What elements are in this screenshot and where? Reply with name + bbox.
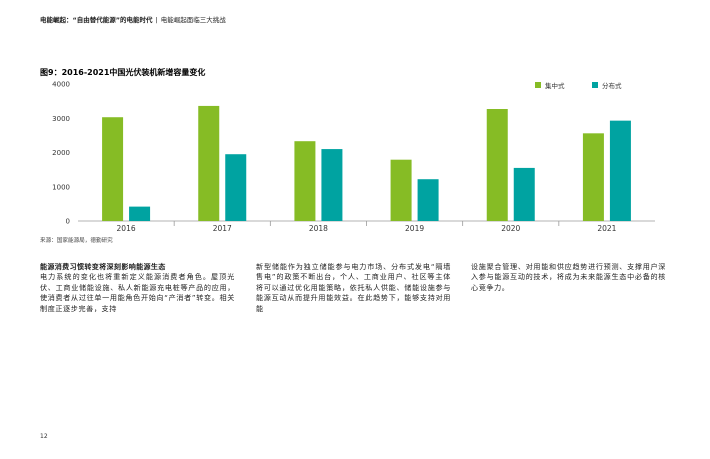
page-number: 12: [40, 433, 48, 440]
x-tick-label: 2018: [309, 224, 328, 233]
legend-label: 集中式: [545, 81, 565, 90]
running-header: 电能崛起：“自由替代能源”的电能时代 | 电能崛起面临三大挑战: [40, 14, 226, 24]
y-tick-label: 2000: [52, 149, 70, 157]
legend-label: 分布式: [602, 81, 622, 90]
section-heading: 能源消费习惯转变将深刻影响能源生态: [40, 262, 166, 271]
bar-distributed-2021: [609, 120, 631, 221]
bar-distributed-2020: [513, 167, 535, 221]
report-title: 电能崛起：“自由替代能源”的电能时代: [40, 16, 153, 24]
y-tick-label: 4000: [52, 81, 70, 89]
x-tick-label: 2016: [117, 224, 136, 233]
header-separator: |: [155, 16, 158, 24]
x-tick-label: 2020: [501, 224, 520, 233]
figure-title: 图9：2016-2021中国光伏装机新增容量变化: [40, 68, 206, 77]
y-tick-label: 1000: [52, 183, 70, 191]
body-text-1: 电力系统的变化也将重新定义能源消费者角色。屋顶光伏、工商业储能设施、私人新能源充…: [40, 272, 235, 313]
y-tick-label: 0: [66, 218, 70, 226]
bar-centralized-2020: [486, 109, 508, 221]
bar-centralized-2017: [198, 105, 220, 221]
y-tick-label: 3000: [52, 115, 70, 123]
x-tick-label: 2019: [405, 224, 424, 233]
body-text-3: 设施聚合管理、对用能和供应趋势进行预测、支撑用户深入参与能源互动的技术，将成为未…: [471, 262, 666, 292]
bar-centralized-2016: [102, 117, 124, 221]
bar-distributed-2016: [129, 206, 151, 221]
body-column-1: 能源消费习惯转变将深刻影响能源生态 电力系统的变化也将重新定义能源消费者角色。屋…: [40, 262, 235, 314]
x-tick-label: 2021: [597, 224, 616, 233]
figure-source: 来源：国家能源局，德勤研究: [40, 238, 113, 244]
body-text-2: 新型储能作为独立储能参与电力市场、分布式发电“隔墙售电”的政策不断出台，个人、工…: [256, 262, 451, 313]
bar-centralized-2018: [294, 141, 316, 221]
body-column-2: 新型储能作为独立储能参与电力市场、分布式发电“隔墙售电”的政策不断出台，个人、工…: [256, 262, 451, 314]
legend-swatch: [535, 82, 541, 88]
bar-distributed-2019: [417, 179, 439, 221]
bar-centralized-2019: [390, 159, 412, 221]
x-tick-label: 2017: [213, 224, 232, 233]
bar-distributed-2017: [225, 154, 247, 221]
body-column-3: 设施聚合管理、对用能和供应趋势进行预测、支撑用户深入参与能源互动的技术，将成为未…: [471, 262, 666, 293]
bar-distributed-2018: [321, 149, 343, 221]
legend-swatch: [592, 82, 598, 88]
section-title: 电能崛起面临三大挑战: [160, 16, 226, 24]
bar-centralized-2021: [582, 133, 604, 221]
